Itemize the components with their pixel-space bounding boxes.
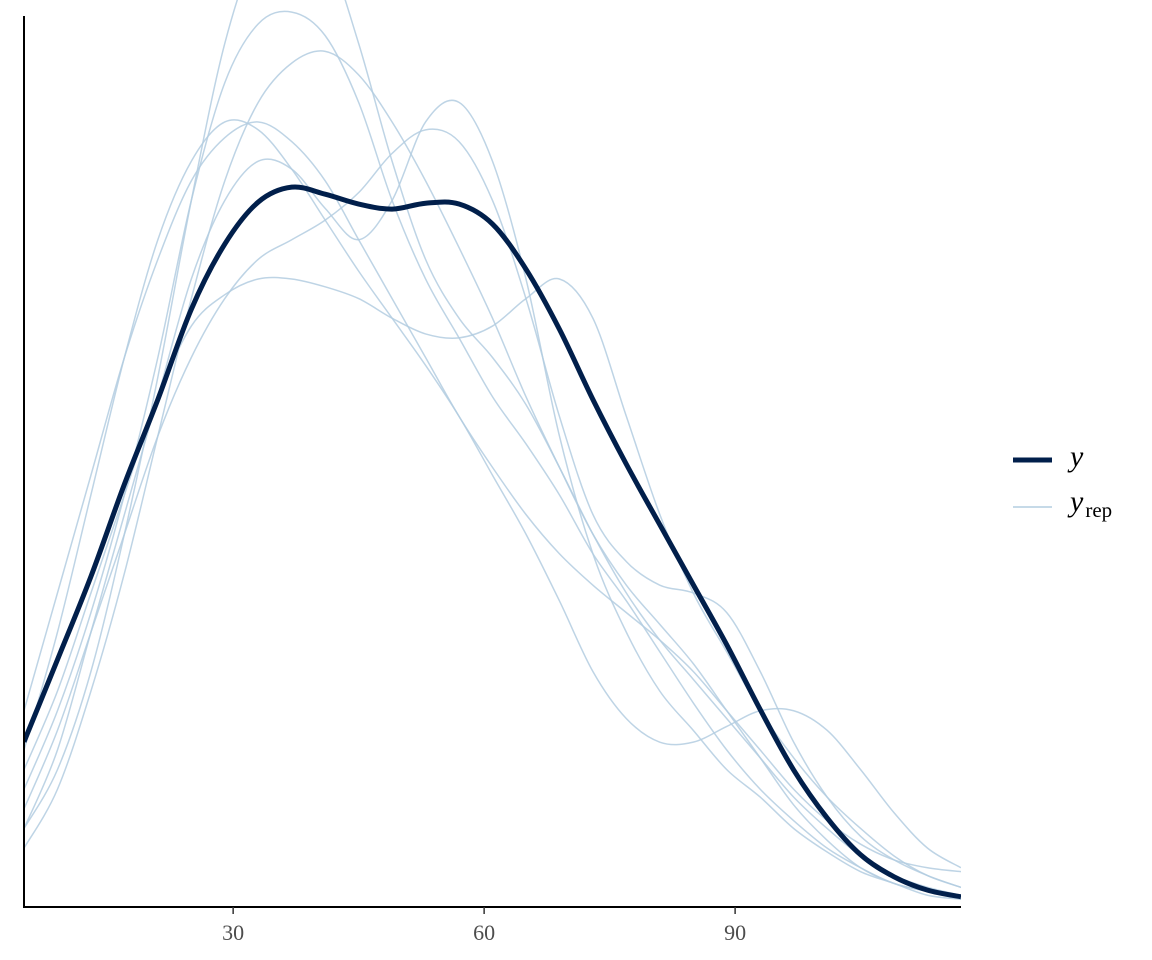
legend-label: y xyxy=(1067,440,1084,473)
yrep-line xyxy=(24,50,961,896)
yrep-line xyxy=(24,276,961,889)
legend-label-subscript: rep xyxy=(1085,498,1112,522)
yrep-line xyxy=(24,0,961,896)
x-tick-label: 30 xyxy=(222,920,244,945)
yrep-line xyxy=(24,121,961,873)
legend: y yrep xyxy=(1013,440,1112,522)
yrep-line xyxy=(24,119,961,869)
legend-label: yrep xyxy=(1067,485,1112,522)
x-tick-label: 90 xyxy=(724,920,746,945)
y-line xyxy=(24,184,961,900)
x-tick-label: 60 xyxy=(473,920,495,945)
legend-label-base: y xyxy=(1067,485,1084,518)
yrep-line xyxy=(24,10,961,900)
plot-area xyxy=(24,0,961,900)
yrep-line xyxy=(24,128,961,889)
